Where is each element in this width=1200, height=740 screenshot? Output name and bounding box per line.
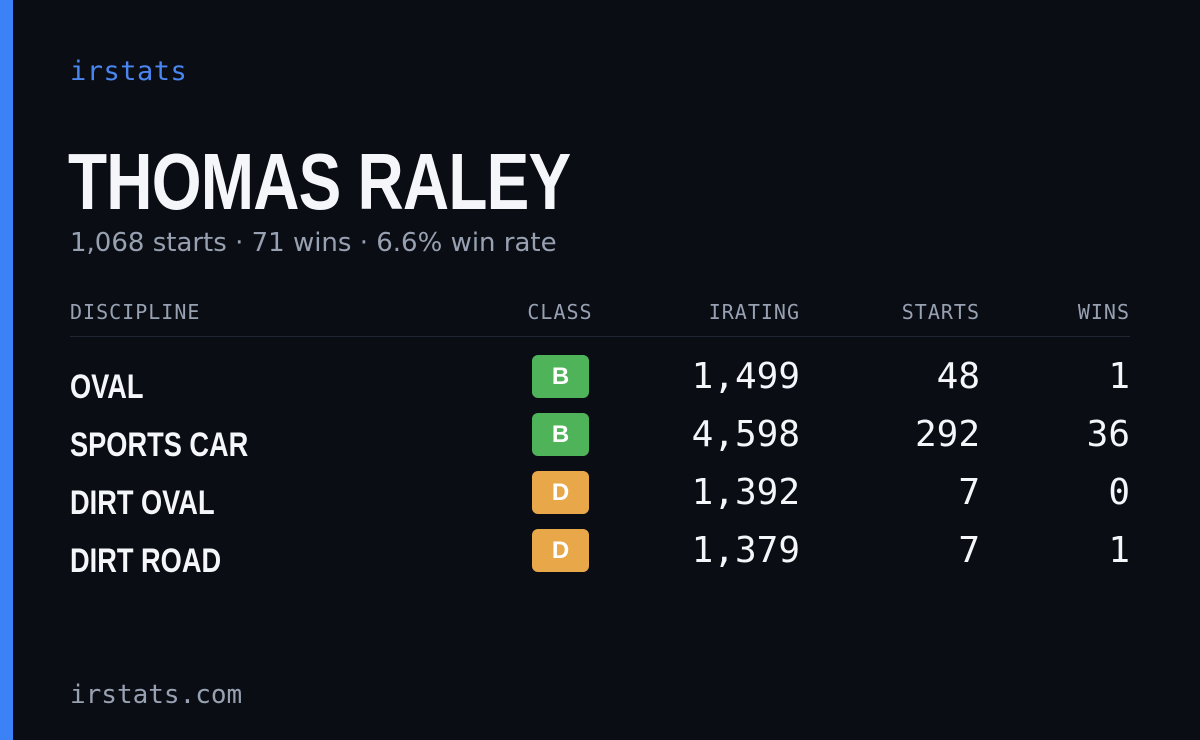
irating-value: 4,598 [691,414,800,455]
wins-value: 0 [1108,472,1130,513]
class-badge: B [532,355,589,398]
irating-value: 1,499 [691,356,800,397]
irating-value: 1,392 [691,472,800,513]
discipline-name: OVAL [70,368,144,406]
header-irating: IRATING [708,300,800,324]
driver-name: THOMAS RALEY [68,137,571,226]
discipline-name: SPORTS CAR [70,426,249,464]
discipline-table: DISCIPLINE CLASS IRATING STARTS WINS OVA… [70,296,1130,585]
table-body: OVAL B 1,499 48 1 SPORTS CAR B 4,598 292… [70,337,1130,585]
irating-value: 1,379 [691,530,800,571]
header-starts: STARTS [901,300,980,324]
starts-value: 48 [936,356,980,397]
header-wins: WINS [1077,300,1130,324]
header-discipline: DISCIPLINE [70,300,201,324]
starts-value: 7 [958,530,980,571]
wins-value: 1 [1108,356,1130,397]
table-row: SPORTS CAR B 4,598 292 36 [70,411,1130,469]
class-badge: D [532,471,589,514]
discipline-name: DIRT OVAL [70,484,215,522]
starts-value: 7 [958,472,980,513]
table-row: DIRT OVAL D 1,392 7 0 [70,469,1130,527]
discipline-name: DIRT ROAD [70,542,222,580]
wins-value: 36 [1086,414,1130,455]
class-badge: B [532,413,589,456]
brand-logo-text: irstats [70,56,188,87]
table-row: DIRT ROAD D 1,379 7 1 [70,527,1130,585]
driver-summary: 1,068 starts · 71 wins · 6.6% win rate [70,228,557,258]
footer-url: irstats.com [70,680,243,710]
class-badge: D [532,529,589,572]
table-header: DISCIPLINE CLASS IRATING STARTS WINS [70,296,1130,337]
wins-value: 1 [1108,530,1130,571]
starts-value: 292 [914,414,980,455]
header-class: CLASS [527,300,593,324]
accent-bar [0,0,13,740]
table-row: OVAL B 1,499 48 1 [70,353,1130,411]
